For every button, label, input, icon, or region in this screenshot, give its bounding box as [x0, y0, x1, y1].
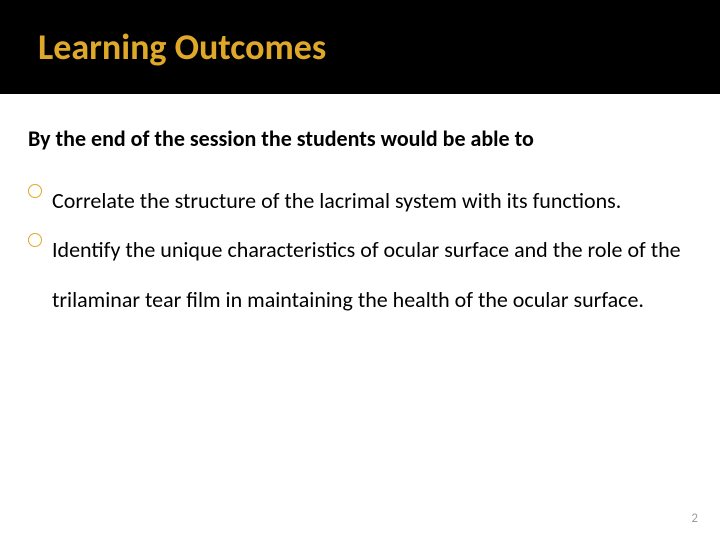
bullet-text: Correlate the structure of the lacrimal … — [52, 176, 621, 226]
circle-bullet-icon — [28, 233, 42, 247]
bullet-text: Identify the unique characteristics of o… — [52, 225, 692, 324]
page-number: 2 — [691, 511, 698, 526]
circle-bullet-icon — [28, 184, 42, 198]
intro-text: By the end of the session the students w… — [28, 124, 692, 154]
slide-title: Learning Outcomes — [38, 25, 326, 69]
title-band: Learning Outcomes — [0, 0, 720, 94]
bullet-item: Correlate the structure of the lacrimal … — [28, 176, 692, 226]
bullet-item: Identify the unique characteristics of o… — [28, 225, 692, 324]
slide-body: By the end of the session the students w… — [0, 94, 720, 324]
